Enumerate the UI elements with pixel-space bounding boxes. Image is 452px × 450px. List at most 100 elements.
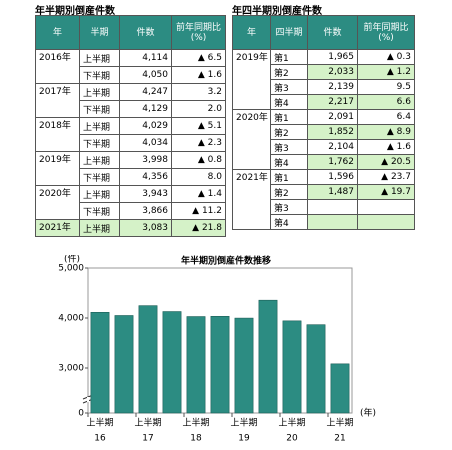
period-cell: 上半期 [79,49,120,67]
header-cell: 前年同期比(%) [357,15,415,50]
year-cell: 2019年 [232,49,271,110]
count-cell: 3,866 [119,202,172,220]
count-cell: 2,217 [307,94,358,110]
period-cell: 上半期 [79,117,120,135]
count-cell: 3,998 [119,151,172,169]
count-cell: 3,083 [119,219,172,237]
table-row: 第4 1,762 ▲ 20.5 [233,154,415,170]
period-cell: 第2 [270,184,308,200]
table-row: 第2 1,487 ▲ 19.7 [233,184,415,200]
table-row: 2017年 上半期 4,247 3.2 [35,83,226,118]
x-tick-label: 上半期 [278,417,305,429]
right-table-title: 年四半期別倒産件数 [232,6,322,17]
chart-title: 年半期別倒産件数推移 [181,255,271,267]
table-row: 2016年 上半期 4,114 ▲ 6.5 [35,49,226,84]
period-cell: 第4 [270,94,308,110]
change-cell [357,199,415,215]
table-row: 第3 [233,199,415,215]
y-tick-label: 4,000 [58,314,84,324]
change-cell: ▲ 11.2 [171,202,226,220]
table-row: 第2 2,033 ▲ 1.2 [233,64,415,80]
count-cell: 4,129 [119,100,172,118]
count-cell: 1,965 [307,49,358,65]
table-row: 2018年 上半期 4,029 ▲ 5.1 [35,117,226,152]
change-cell: ▲ 2.3 [171,134,226,152]
table-row: 2020年 上半期 3,943 ▲ 1.4 [35,185,226,220]
change-cell: ▲ 6.5 [171,49,226,67]
count-cell: 1,487 [307,184,358,200]
bar [330,363,350,414]
count-cell: 1,596 [307,169,358,185]
header-cell: 年 [232,15,271,50]
change-cell: ▲ 21.8 [171,219,226,237]
change-cell: ▲ 0.8 [171,151,226,169]
period-cell: 下半期 [79,66,120,84]
x-tick-label: 上半期 [326,417,353,429]
year-cell: 2021年 [35,219,80,237]
period-cell: 第1 [270,169,308,185]
bar [186,316,206,414]
change-cell: 3.2 [171,83,226,101]
count-cell: 4,034 [119,134,172,152]
change-cell: ▲ 8.9 [357,124,415,140]
x-group-label: 19 [238,434,250,444]
change-cell: 6.4 [357,109,415,125]
count-cell: 4,050 [119,66,172,84]
period-cell: 下半期 [79,134,120,152]
year-cell: 2018年 [35,117,80,152]
change-cell: 8.0 [171,168,226,186]
count-cell: 2,139 [307,79,358,95]
y-tick-label: 5,000 [58,264,84,274]
period-cell: 下半期 [79,100,120,118]
change-cell: ▲ 20.5 [357,154,415,170]
table-row: 下半期 4,050 ▲ 1.6 [36,66,226,84]
year-cell: 2020年 [232,109,271,170]
header-cell: 四半期 [270,15,308,50]
change-cell: ▲ 0.3 [357,49,415,65]
count-cell: 2,104 [307,139,358,155]
y-tick-label: 3,000 [58,364,84,374]
count-cell: 4,356 [119,168,172,186]
change-cell: ▲ 19.7 [357,184,415,200]
change-cell: 6.6 [357,94,415,110]
year-cell: 2019年 [35,151,80,186]
left-table-title: 年半期別倒産件数 [35,6,115,17]
x-tick-label: 上半期 [182,417,209,429]
chart: 年半期別倒産件数推移 (件) (年) 0 3,000 4,000 5,000 上半期 上半期 上半… [58,255,376,444]
period-cell: 第4 [270,214,308,230]
bar [234,317,254,414]
bar [90,311,110,414]
period-cell: 第1 [270,109,308,125]
year-cell: 2021年 [232,169,271,230]
count-cell: 1,852 [307,124,358,140]
header-cell: 件数 [307,15,358,50]
count-cell [307,214,358,230]
header-row: 年四半期 件数 前年同期比(%) [232,15,415,50]
period-cell: 第1 [270,49,308,65]
x-tick-label: 上半期 [134,417,161,429]
header-cell: 前年同期比(%) [171,15,226,50]
axis-break-gap [87,397,89,402]
change-cell: ▲ 5.1 [171,117,226,135]
table-row: 2019年 上半期 3,998 ▲ 0.8 [35,151,226,186]
x-group-label: 17 [142,434,153,444]
change-cell: ▲ 23.7 [357,169,415,185]
year-cell: 2017年 [35,83,80,118]
table-row: 2020年 第1 2,091 6.4 [232,109,415,170]
table-row: 第4 2,217 6.6 [233,94,415,110]
count-cell: 4,029 [119,117,172,135]
x-group-label: 16 [94,434,106,444]
period-cell: 上半期 [79,185,120,203]
year-cell: 2020年 [35,185,80,220]
x-tick-label: 上半期 [230,417,257,429]
quarter-table: 年四半期 件数 前年同期比(%) 2019年 第1 1,965 ▲ 0.3 第2 2,033 ▲ … [232,15,415,230]
period-cell: 第4 [270,154,308,170]
table-row: 2021年 上半期 3,083 ▲ 21.8 [35,219,226,237]
bar [114,315,134,414]
count-cell: 4,114 [119,49,172,67]
bar [162,311,182,414]
change-cell: ▲ 1.6 [357,139,415,155]
x-tick-label: 上半期 [86,417,113,429]
header-row: 年半期 件数 前年同期比(%) [35,15,226,50]
